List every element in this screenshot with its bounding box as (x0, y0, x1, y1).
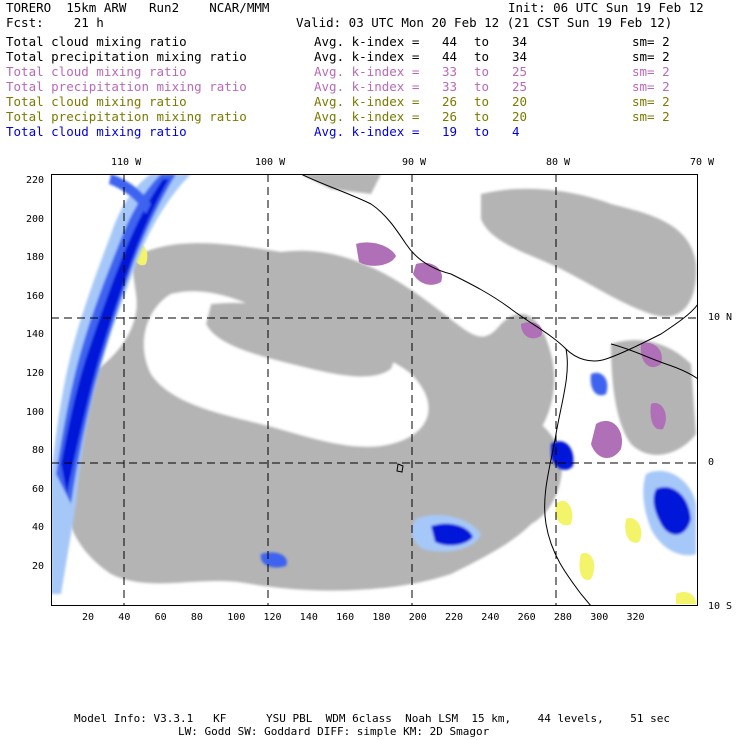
legend-from: 26 (442, 109, 458, 124)
x-tick-label: 220 (445, 612, 464, 623)
y-tick-label: 160 (26, 290, 45, 302)
legend-index-label: Avg. k-index = (314, 49, 420, 64)
lat-lon-grid (51, 174, 698, 606)
forecast-hour: Fcst: 21 h (6, 15, 104, 30)
legend-sm: sm= 2 (632, 34, 670, 49)
legend-sm: sm= 2 (632, 49, 670, 64)
x-tick-label: 20 (82, 612, 95, 623)
lat-label: 10 N (708, 312, 733, 323)
legend-index-label: Avg. k-index = (314, 34, 420, 49)
legend-sm: sm= 2 (632, 79, 670, 94)
lon-label: 80 W (546, 157, 571, 168)
x-tick-label: 200 (408, 612, 427, 623)
x-tick-label: 280 (553, 612, 572, 623)
legend-to-word: to (474, 124, 490, 139)
legend-to-word: to (474, 49, 490, 64)
cloud-field-gray (62, 174, 697, 591)
forecast-map (51, 173, 699, 607)
legend-from: 26 (442, 94, 458, 109)
lon-label: 100 W (255, 157, 286, 168)
x-tick-label: 60 (154, 612, 167, 623)
legend-to: 34 (512, 34, 528, 49)
lat-label: 0 (708, 457, 715, 468)
legend-row: Total precipitation mixing ratio Avg. k-i… (6, 79, 736, 94)
legend-field: Total precipitation mixing ratio (6, 79, 247, 94)
x-tick-label: 100 (227, 612, 246, 623)
cloud-field-purple (356, 242, 666, 459)
legend-field: Total precipitation mixing ratio (6, 109, 247, 124)
y-tick-label: 80 (32, 445, 45, 457)
lon-label: 90 W (402, 157, 427, 168)
x-tick-label: 140 (299, 612, 318, 623)
y-tick-label: 140 (26, 329, 45, 341)
legend-index-label: Avg. k-index = (314, 79, 420, 94)
init-time: Init: 06 UTC Sun 19 Feb 12 (508, 0, 704, 15)
legend-row: Total cloud mixing ratio Avg. k-index = 44… (6, 34, 736, 49)
x-tick-label: 120 (263, 612, 282, 623)
legend-index-label: Avg. k-index = (314, 109, 420, 124)
legend-row: Total precipitation mixing ratio Avg. k-i… (6, 49, 736, 64)
lon-label: 110 W (111, 157, 142, 168)
x-tick-label: 180 (372, 612, 391, 623)
y-tick-label: 60 (32, 483, 45, 495)
legend-to: 20 (512, 109, 528, 124)
legend-field: Total cloud mixing ratio (6, 94, 187, 109)
x-tick-label: 40 (118, 612, 131, 623)
legend-from: 19 (442, 124, 458, 139)
legend-to-word: to (474, 109, 490, 124)
legend-from: 33 (442, 64, 458, 79)
y-tick-label: 40 (32, 522, 45, 534)
legend-field: Total cloud mixing ratio (6, 64, 187, 79)
y-tick-label: 20 (32, 561, 45, 572)
legend-sm: sm= 2 (632, 109, 670, 124)
legend-to: 25 (512, 64, 528, 79)
model-physics: LW: Godd SW: Goddard DIFF: simple KM: 2D… (178, 725, 490, 738)
legend-to-word: to (474, 64, 490, 79)
legend-field: Total cloud mixing ratio (6, 124, 187, 139)
legend-sm: sm= 2 (632, 64, 670, 79)
legend-index-label: Avg. k-index = (314, 64, 420, 79)
legend-field: Total cloud mixing ratio (6, 34, 187, 49)
y-tick-label: 100 (26, 406, 45, 418)
model-title: TORERO 15km ARW Run2 NCAR/MMM (6, 0, 270, 15)
map-panel (51, 173, 699, 607)
x-tick-label: 260 (517, 612, 536, 623)
x-tick-label: 240 (481, 612, 500, 623)
legend-from: 44 (442, 49, 458, 64)
legend-to-word: to (474, 34, 490, 49)
legend-index-label: Avg. k-index = (314, 94, 420, 109)
x-tick-label: 80 (190, 612, 203, 623)
legend-to-word: to (474, 94, 490, 109)
model-info: Model Info: V3.3.1 KF YSU PBL WDM 6class… (74, 712, 671, 725)
y-tick-label: 180 (26, 252, 45, 264)
y-tick-label: 200 (26, 213, 45, 225)
valid-time: Valid: 03 UTC Mon 20 Feb 12 (21 CST Sun … (296, 15, 673, 30)
legend-sm: sm= 2 (632, 94, 670, 109)
legend-row: Total cloud mixing ratio Avg. k-index = 33… (6, 64, 736, 79)
legend-to: 34 (512, 49, 528, 64)
legend-from: 33 (442, 79, 458, 94)
y-tick-label: 120 (26, 368, 45, 379)
y-tick-label: 220 (26, 175, 45, 186)
legend-from: 44 (442, 34, 458, 49)
legend-row: Total cloud mixing ratio Avg. k-index = 26… (6, 94, 736, 109)
legend-to: 4 (512, 124, 520, 139)
legend-row: Total cloud mixing ratio Avg. k-index = 19… (6, 124, 736, 139)
lat-label: 10 S (708, 601, 733, 612)
legend-to: 25 (512, 79, 528, 94)
lon-label: 70 W (690, 157, 715, 168)
x-tick-label: 160 (336, 612, 355, 623)
coastline (300, 173, 699, 607)
legend-index-label: Avg. k-index = (314, 124, 420, 139)
legend-to: 20 (512, 94, 528, 109)
map-border (51, 174, 698, 606)
legend-field: Total precipitation mixing ratio (6, 49, 247, 64)
legend-row: Total precipitation mixing ratio Avg. k-i… (6, 109, 736, 124)
legend-to-word: to (474, 79, 490, 94)
x-tick-label: 320 (626, 612, 645, 623)
x-tick-label: 300 (590, 612, 609, 623)
